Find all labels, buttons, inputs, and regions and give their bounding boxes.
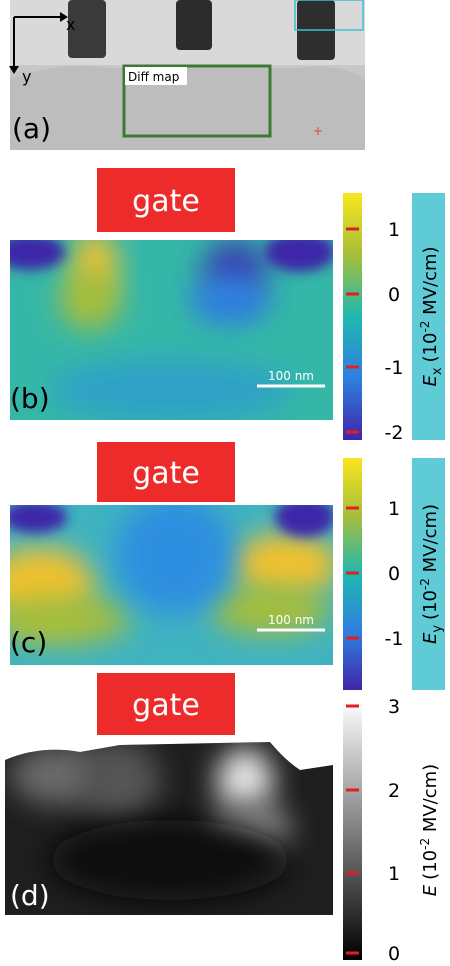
- colorbar-tick-label: 0: [388, 943, 400, 965]
- quantity: E: [420, 884, 441, 896]
- map-region: [115, 505, 235, 615]
- unit-exponent: -2: [418, 578, 432, 590]
- colorbar-tick-label: -1: [385, 357, 404, 379]
- panel-label: (b): [10, 382, 50, 415]
- axis-x-label: x: [66, 15, 75, 34]
- map-region: [275, 505, 333, 537]
- colorbar-tick-label: 1: [388, 219, 400, 241]
- colorbar-tick-label: -1: [385, 628, 404, 650]
- colorbar-tick-label: 0: [388, 284, 400, 306]
- colorbar-label: E (10-2 MV/cm): [418, 764, 441, 896]
- unit-open: (10: [420, 850, 441, 880]
- gate-label: gate: [132, 184, 200, 219]
- panel-label: (a): [12, 112, 51, 145]
- unit-open: (10: [420, 333, 441, 363]
- colorbar: [343, 700, 362, 960]
- colorbar-tick-label: 0: [388, 563, 400, 585]
- map-region: [80, 742, 160, 820]
- unit-rest: MV/cm): [420, 504, 441, 578]
- map-region: [217, 748, 273, 812]
- label-box: [412, 193, 445, 440]
- subscript: y: [430, 625, 445, 633]
- panel: gate 100 nm (c) 1 0 -1 Ey (10-2 MV/cm): [10, 442, 445, 690]
- map-region: [230, 533, 333, 597]
- scale-bar-label: 100 nm: [268, 613, 314, 627]
- map-region: [50, 820, 290, 900]
- colorbar-label: Ex (10-2 MV/cm): [418, 246, 445, 386]
- quantity: E: [420, 632, 441, 644]
- region-label: Diff map: [128, 70, 179, 84]
- gate-box: [97, 168, 235, 232]
- subscript: x: [430, 367, 445, 375]
- gate-label: gate: [132, 688, 200, 723]
- field-map: [10, 240, 333, 420]
- scale-bar-label: 100 nm: [268, 369, 314, 383]
- axis-y-label: y: [22, 67, 31, 86]
- sem-image: +: [9, 0, 365, 150]
- field-map: [5, 742, 333, 915]
- map-region: [60, 270, 120, 330]
- colorbar-tick-label: 1: [388, 498, 400, 520]
- colorbar-tick-label: 3: [388, 696, 400, 718]
- map-region: [10, 505, 67, 533]
- map-region: [10, 595, 130, 645]
- label-box: [412, 458, 445, 690]
- gate-box: [97, 442, 235, 502]
- unit-exponent: -2: [418, 838, 432, 850]
- colorbar-tick-label: 2: [388, 780, 400, 802]
- unit-rest: MV/cm): [420, 246, 441, 320]
- map-region: [10, 240, 65, 270]
- panel-label: (c): [10, 626, 47, 659]
- svg-text:+: +: [313, 124, 323, 138]
- unit-rest: MV/cm): [420, 764, 441, 838]
- map-region: [190, 275, 270, 325]
- colorbar-label: Ey (10-2 MV/cm): [418, 504, 445, 644]
- map-region: [210, 585, 330, 635]
- quantity: E: [420, 375, 441, 387]
- unit-open: (10: [420, 590, 441, 620]
- panel-label: (d): [10, 879, 50, 912]
- colorbar: [343, 193, 362, 440]
- colorbar-tick-label: -2: [385, 422, 404, 444]
- map-region: [50, 360, 290, 420]
- gate-box: [97, 673, 235, 735]
- field-map: [10, 505, 333, 665]
- map-region: [265, 240, 333, 272]
- colorbar-tick-label: 1: [388, 863, 400, 885]
- unit-exponent: -2: [418, 321, 432, 333]
- gate-label: gate: [132, 456, 200, 491]
- panel: gate (d) 3 2 1 0 E (10-2 MV/cm): [5, 673, 441, 965]
